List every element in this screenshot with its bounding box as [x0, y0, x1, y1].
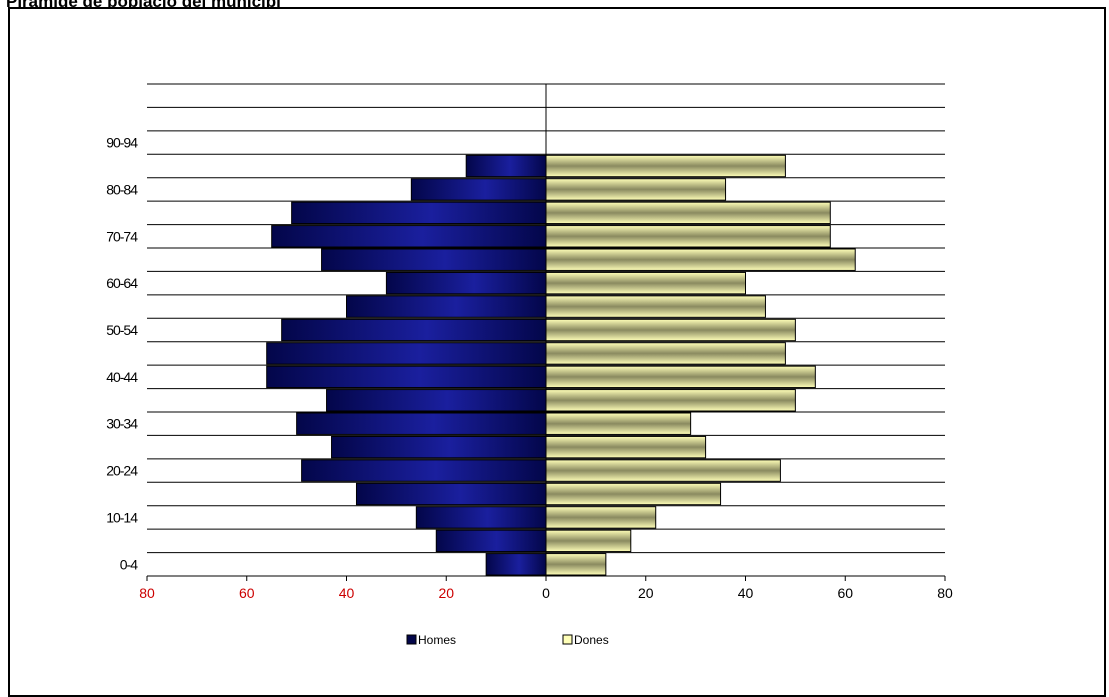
legend-label-homes: Homes	[418, 633, 456, 647]
homes-bar-15-19	[355, 482, 547, 506]
dones-bar-45-49	[545, 342, 786, 365]
chart-frame: 80 60 40 20 0 20 40 60 80 0-4 10-14 20-24 30-34 40-44…	[8, 7, 1106, 697]
dones-bar-55-59	[545, 295, 766, 318]
homes-bar-70-74	[271, 225, 547, 248]
homes-bar-0-4	[485, 553, 547, 576]
dones-bar-15-19	[545, 482, 722, 506]
axes: 80 60 40 20 0 20 40 60 800-410-1420-2430-3440-44…	[106, 84, 953, 601]
page-title: Piràmide de població del municipi	[6, 0, 281, 11]
population-pyramid-chart: 80 60 40 20 0 20 40 60 800-410-1420-2430-3440-44…	[106, 83, 953, 647]
homes-bar-45-49	[266, 342, 547, 365]
homes-bar-35-39	[326, 389, 547, 412]
dones-bar-30-34	[545, 412, 692, 435]
homes-bar-20-24	[301, 459, 547, 482]
homes-bar-25-29	[331, 435, 547, 459]
dones-bar-20-24	[545, 459, 781, 482]
homes-bar-75-79	[291, 201, 547, 225]
y-tick-label: 70-74	[106, 228, 138, 244]
homes-bar-40-44	[266, 365, 547, 389]
x-tick-label: 80	[937, 585, 953, 601]
dones-bar-25-29	[545, 435, 707, 459]
homes-bar-80-84	[410, 178, 547, 201]
y-tick-label: 40-44	[106, 369, 138, 385]
legend: Homes Dones	[406, 633, 609, 647]
homes-bar-85-89	[465, 154, 547, 178]
x-tick-label: 40	[738, 585, 754, 601]
y-tick-label: 0-4	[120, 556, 138, 572]
dones-bar-50-54	[545, 318, 796, 342]
homes-bar-55-59	[346, 295, 547, 318]
dones-bar-60-64	[545, 271, 746, 295]
bars	[266, 154, 856, 576]
homes-bar-50-54	[281, 318, 547, 342]
dones-bar-80-84	[545, 178, 727, 201]
dones-bar-0-4	[545, 553, 607, 576]
legend-swatch-homes	[406, 634, 417, 645]
x-tick-label: 20	[638, 585, 654, 601]
homes-bar-65-69	[321, 248, 547, 271]
homes-bar-5-9	[435, 529, 547, 553]
x-tick-label: 60	[837, 585, 853, 601]
y-tick-label: 60-64	[106, 275, 138, 291]
y-tick-label: 80-84	[106, 181, 138, 197]
dones-bar-35-39	[545, 389, 796, 412]
homes-bar-10-14	[415, 506, 547, 529]
y-tick-label: 30-34	[106, 416, 138, 432]
dones-bar-5-9	[545, 529, 632, 553]
x-tick-label: 20	[438, 585, 454, 601]
y-tick-label: 20-24	[106, 463, 138, 479]
dones-bar-85-89	[545, 154, 786, 178]
homes-bar-30-34	[296, 412, 547, 435]
y-tick-label: 10-14	[106, 509, 138, 525]
x-tick-label: 0	[542, 585, 550, 601]
legend-swatch-dones	[562, 634, 573, 645]
dones-bar-10-14	[545, 506, 657, 529]
dones-bar-65-69	[545, 248, 856, 271]
y-tick-label: 90-94	[106, 135, 138, 151]
x-tick-label: 80	[139, 585, 155, 601]
homes-bar-60-64	[385, 271, 547, 295]
x-tick-label: 40	[339, 585, 355, 601]
dones-bar-70-74	[545, 225, 831, 248]
x-tick-label: 60	[239, 585, 255, 601]
legend-label-dones: Dones	[574, 633, 609, 647]
dones-bar-75-79	[545, 201, 831, 225]
y-tick-label: 50-54	[106, 322, 138, 338]
dones-bar-40-44	[545, 365, 816, 389]
